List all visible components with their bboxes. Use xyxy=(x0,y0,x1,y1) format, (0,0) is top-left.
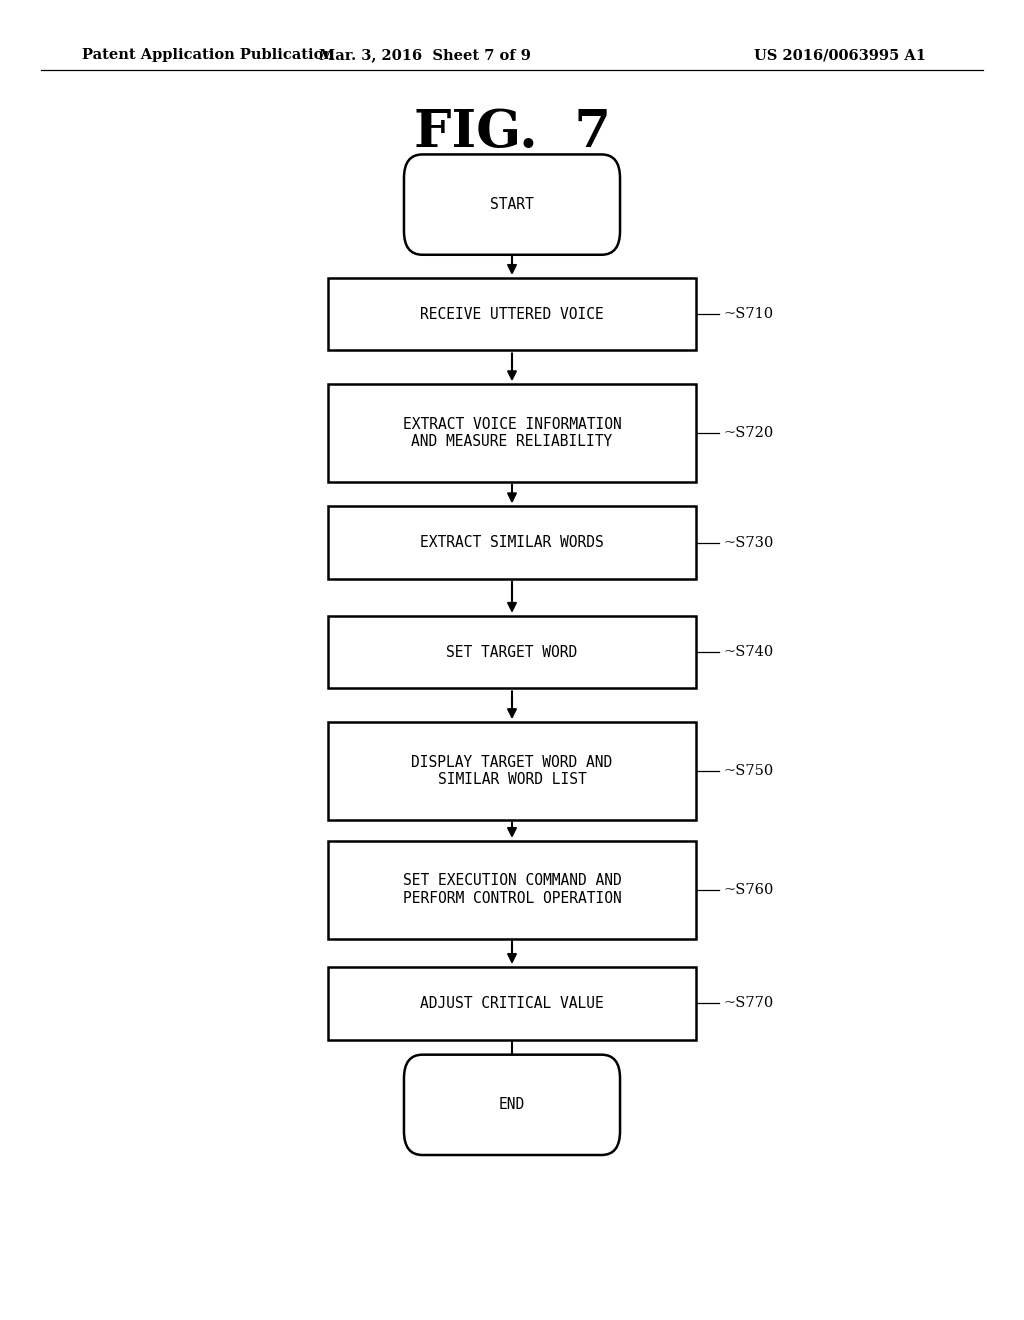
Text: US 2016/0063995 A1: US 2016/0063995 A1 xyxy=(754,49,926,62)
Bar xyxy=(328,507,696,578)
Text: EXTRACT VOICE INFORMATION
AND MEASURE RELIABILITY: EXTRACT VOICE INFORMATION AND MEASURE RE… xyxy=(402,417,622,449)
Text: RECEIVE UTTERED VOICE: RECEIVE UTTERED VOICE xyxy=(420,306,604,322)
Text: EXTRACT SIMILAR WORDS: EXTRACT SIMILAR WORDS xyxy=(420,535,604,550)
Text: ~S740: ~S740 xyxy=(724,645,774,659)
Text: Patent Application Publication: Patent Application Publication xyxy=(82,49,334,62)
Text: START: START xyxy=(490,197,534,213)
Text: DISPLAY TARGET WORD AND
SIMILAR WORD LIST: DISPLAY TARGET WORD AND SIMILAR WORD LIS… xyxy=(412,755,612,787)
Text: ~S750: ~S750 xyxy=(724,764,774,777)
Text: ~S720: ~S720 xyxy=(724,426,774,440)
Bar xyxy=(328,841,696,939)
Bar xyxy=(328,615,696,689)
Bar xyxy=(328,722,696,820)
Text: ~S770: ~S770 xyxy=(724,997,774,1010)
Text: FIG.  7: FIG. 7 xyxy=(414,107,610,157)
Text: SET EXECUTION COMMAND AND
PERFORM CONTROL OPERATION: SET EXECUTION COMMAND AND PERFORM CONTRO… xyxy=(402,874,622,906)
Text: ~S730: ~S730 xyxy=(724,536,774,549)
Text: ADJUST CRITICAL VALUE: ADJUST CRITICAL VALUE xyxy=(420,995,604,1011)
Text: ~S760: ~S760 xyxy=(724,883,774,896)
Text: END: END xyxy=(499,1097,525,1113)
FancyBboxPatch shape xyxy=(403,154,620,255)
FancyBboxPatch shape xyxy=(403,1055,620,1155)
Text: SET TARGET WORD: SET TARGET WORD xyxy=(446,644,578,660)
Bar xyxy=(328,966,696,1040)
Text: ~S710: ~S710 xyxy=(724,308,774,321)
Bar xyxy=(328,384,696,482)
Text: Mar. 3, 2016  Sheet 7 of 9: Mar. 3, 2016 Sheet 7 of 9 xyxy=(319,49,530,62)
Bar xyxy=(328,277,696,350)
